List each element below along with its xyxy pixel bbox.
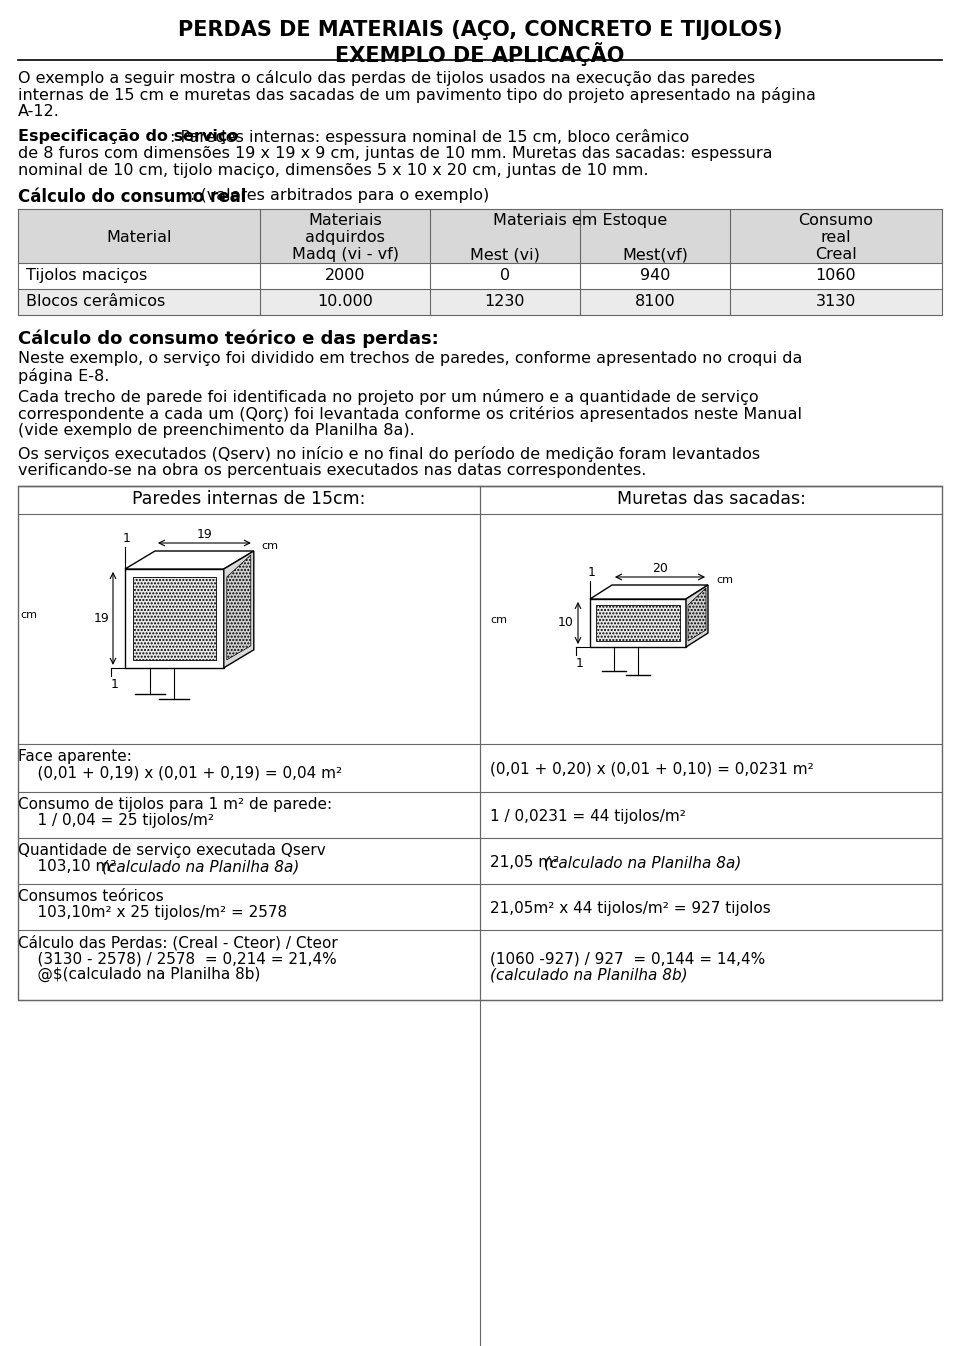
Text: Paredes internas de 15cm:: Paredes internas de 15cm: (132, 490, 366, 507)
Text: Face aparente:: Face aparente: (18, 748, 132, 765)
Polygon shape (590, 586, 708, 599)
Text: Muretas das sacadas:: Muretas das sacadas: (616, 490, 805, 507)
Text: Consumo: Consumo (799, 213, 874, 227)
Text: 0: 0 (500, 268, 510, 283)
Text: : (valores arbitrados para o exemplo): : (valores arbitrados para o exemplo) (190, 188, 490, 203)
Text: cm: cm (262, 541, 278, 551)
Text: de 8 furos com dimensões 19 x 19 x 9 cm, juntas de 10 mm. Muretas das sacadas: e: de 8 furos com dimensões 19 x 19 x 9 cm,… (18, 145, 773, 162)
Text: Cada trecho de parede foi identificada no projeto por um número e a quantidade d: Cada trecho de parede foi identificada n… (18, 389, 758, 405)
Text: (vide exemplo de preenchimento da Planilha 8a).: (vide exemplo de preenchimento da Planil… (18, 423, 415, 437)
Text: Material: Material (107, 230, 172, 245)
Polygon shape (125, 551, 253, 569)
Text: Creal: Creal (815, 248, 857, 262)
Text: nominal de 10 cm, tijolo maciço, dimensões 5 x 10 x 20 cm, juntas de 10 mm.: nominal de 10 cm, tijolo maciço, dimensõ… (18, 163, 649, 178)
Text: 1: 1 (588, 567, 596, 579)
Text: 19: 19 (197, 528, 212, 541)
Text: Consumo de tijolos para 1 m² de parede:: Consumo de tijolos para 1 m² de parede: (18, 797, 332, 812)
Text: 21,05 m²: 21,05 m² (490, 855, 564, 870)
Text: adquirdos: adquirdos (305, 230, 385, 245)
Text: (calculado na Planilha 8a): (calculado na Planilha 8a) (102, 859, 300, 874)
Bar (18, 209, 942, 262)
Text: cm: cm (490, 615, 507, 625)
Text: (0,01 + 0,20) x (0,01 + 0,10) = 0,0231 m²: (0,01 + 0,20) x (0,01 + 0,10) = 0,0231 m… (490, 762, 814, 777)
Text: Neste exemplo, o serviço foi dividido em trechos de paredes, conforme apresentad: Neste exemplo, o serviço foi dividido em… (18, 351, 803, 366)
Text: 21,05m² x 44 tijolos/m² = 927 tijolos: 21,05m² x 44 tijolos/m² = 927 tijolos (490, 900, 771, 917)
Text: Tijolos maciços: Tijolos maciços (26, 268, 147, 283)
Text: internas de 15 cm e muretas das sacadas de um pavimento tipo do projeto apresent: internas de 15 cm e muretas das sacadas … (18, 87, 816, 104)
Text: Mest(vf): Mest(vf) (622, 248, 688, 262)
Text: Os serviços executados (Qserv) no início e no final do período de medição foram : Os serviços executados (Qserv) no início… (18, 446, 760, 462)
Text: Quantidade de serviço executada Qserv: Quantidade de serviço executada Qserv (18, 843, 325, 857)
Bar (18, 262, 942, 289)
Text: 103,10 m²: 103,10 m² (18, 859, 121, 874)
Text: A-12.: A-12. (18, 104, 60, 118)
Text: EXEMPLO DE APLICAÇÃO: EXEMPLO DE APLICAÇÃO (335, 42, 625, 66)
Text: 3130: 3130 (816, 293, 856, 310)
Text: (calculado na Planilha 8b): (calculado na Planilha 8b) (490, 966, 687, 983)
Text: Especificação do serviço: Especificação do serviço (18, 129, 238, 144)
Text: 940: 940 (639, 268, 670, 283)
Text: 10.000: 10.000 (317, 293, 372, 310)
Text: real: real (821, 230, 852, 245)
Polygon shape (596, 604, 680, 641)
Text: (3130 - 2578) / 2578  = 0,214 = 21,4%: (3130 - 2578) / 2578 = 0,214 = 21,4% (18, 952, 337, 966)
Text: @$(calculado na Planilha 8b): @$(calculado na Planilha 8b) (18, 966, 260, 983)
Text: 1 / 0,04 = 25 tijolos/m²: 1 / 0,04 = 25 tijolos/m² (18, 813, 214, 828)
Text: PERDAS DE MATERIAIS (AÇO, CONCRETO E TIJOLOS): PERDAS DE MATERIAIS (AÇO, CONCRETO E TIJ… (178, 20, 782, 40)
Text: (0,01 + 0,19) x (0,01 + 0,19) = 0,04 m²: (0,01 + 0,19) x (0,01 + 0,19) = 0,04 m² (18, 765, 342, 779)
Text: 1: 1 (123, 532, 131, 545)
Text: verificando-se na obra os percentuais executados nas datas correspondentes.: verificando-se na obra os percentuais ex… (18, 463, 646, 478)
Text: Blocos cerâmicos: Blocos cerâmicos (26, 293, 165, 310)
Text: 19: 19 (93, 612, 109, 625)
Text: : Paredes internas: espessura nominal de 15 cm, bloco cerâmico: : Paredes internas: espessura nominal de… (170, 129, 689, 145)
Text: cm: cm (20, 610, 37, 621)
Polygon shape (227, 555, 251, 660)
Text: 1: 1 (576, 657, 584, 670)
Text: (calculado na Planilha 8a): (calculado na Planilha 8a) (544, 855, 741, 870)
Text: 1 / 0,0231 = 44 tijolos/m²: 1 / 0,0231 = 44 tijolos/m² (490, 809, 685, 824)
Polygon shape (688, 588, 706, 641)
Text: correspondente a cada um (Qorç) foi levantada conforme os critérios apresentados: correspondente a cada um (Qorç) foi leva… (18, 406, 802, 423)
Text: Materiais: Materiais (308, 213, 382, 227)
Polygon shape (125, 569, 224, 668)
Text: (1060 -927) / 927  = 0,144 = 14,4%: (1060 -927) / 927 = 0,144 = 14,4% (490, 952, 765, 966)
Bar (18, 289, 942, 315)
Polygon shape (133, 577, 216, 660)
Text: 1230: 1230 (485, 293, 525, 310)
Text: Madq (vi - vf): Madq (vi - vf) (292, 248, 398, 262)
Text: O exemplo a seguir mostra o cálculo das perdas de tijolos usados na execução das: O exemplo a seguir mostra o cálculo das … (18, 70, 756, 86)
Text: Consumos teóricos: Consumos teóricos (18, 888, 164, 905)
Text: Mest (vi): Mest (vi) (470, 248, 540, 262)
Text: página E-8.: página E-8. (18, 367, 109, 384)
Polygon shape (686, 586, 708, 647)
Bar (18, 486, 942, 1000)
Polygon shape (224, 551, 253, 668)
Text: 1060: 1060 (816, 268, 856, 283)
Text: 8100: 8100 (635, 293, 676, 310)
Text: 10: 10 (558, 616, 574, 630)
Text: Cálculo do consumo real: Cálculo do consumo real (18, 188, 247, 206)
Text: 20: 20 (652, 563, 668, 575)
Text: Cálculo do consumo teórico e das perdas:: Cálculo do consumo teórico e das perdas: (18, 328, 439, 347)
Text: 1: 1 (111, 678, 119, 690)
Text: Cálculo das Perdas: (Creal - Cteor) / Cteor: Cálculo das Perdas: (Creal - Cteor) / Ct… (18, 935, 338, 950)
Text: 103,10m² x 25 tijolos/m² = 2578: 103,10m² x 25 tijolos/m² = 2578 (18, 905, 287, 921)
Text: cm: cm (716, 575, 733, 586)
Text: 2000: 2000 (324, 268, 365, 283)
Polygon shape (590, 599, 686, 647)
Text: Materiais em Estoque: Materiais em Estoque (492, 213, 667, 227)
